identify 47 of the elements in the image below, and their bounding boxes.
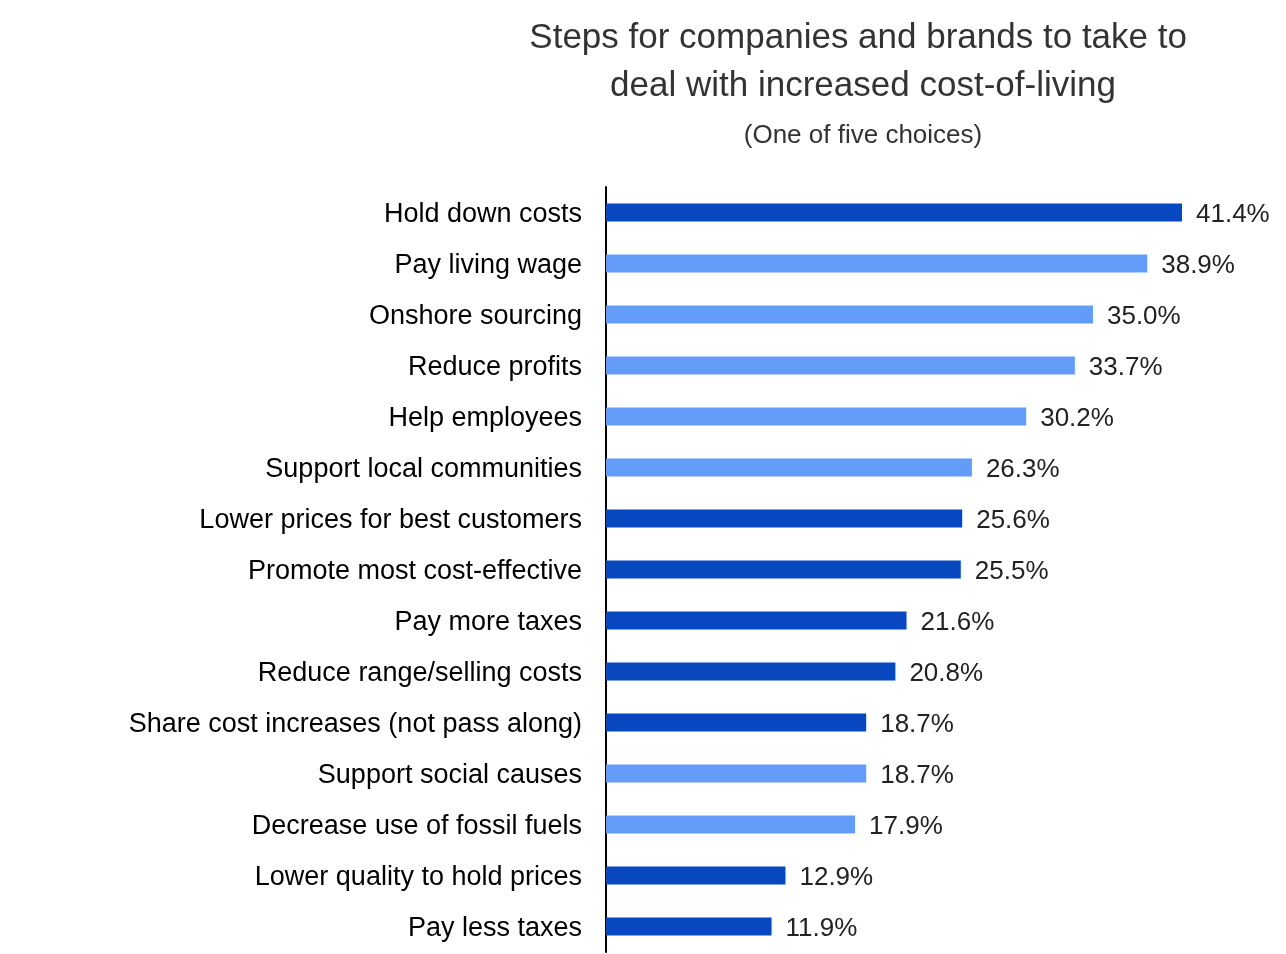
data-label: 26.3% <box>985 452 1060 483</box>
y-tick-label: Promote most cost-effective <box>247 554 582 585</box>
bar <box>606 458 972 477</box>
bar <box>606 254 1148 273</box>
y-tick-label: Reduce range/selling costs <box>257 656 582 687</box>
data-label: 25.5% <box>974 554 1049 585</box>
data-label: 30.2% <box>1040 401 1114 432</box>
y-tick-label: Reduce profits <box>407 350 582 381</box>
y-tick-label: Lower quality to hold prices <box>254 860 582 891</box>
data-label: 25.6% <box>976 503 1050 534</box>
y-tick-label: Help employees <box>388 401 582 432</box>
data-label: 41.4% <box>1196 197 1270 228</box>
data-label: 21.6% <box>920 605 995 636</box>
data-label: 38.9% <box>1161 248 1235 279</box>
bar <box>606 407 1027 426</box>
data-label: 12.9% <box>799 860 874 891</box>
bar <box>606 611 907 630</box>
bar <box>606 203 1182 222</box>
bar <box>606 356 1075 375</box>
y-tick-label: Pay living wage <box>394 248 582 279</box>
bar <box>606 917 772 936</box>
data-label: 33.7% <box>1088 350 1163 381</box>
y-tick-label: Onshore sourcing <box>368 299 582 330</box>
bar <box>606 560 961 579</box>
data-label: 35.0% <box>1106 299 1181 330</box>
y-tick-label: Pay less taxes <box>407 911 582 942</box>
bar <box>606 509 963 528</box>
y-tick-label: Hold down costs <box>383 197 582 228</box>
y-tick-label: Lower prices for best customers <box>199 503 582 534</box>
y-tick-label: Support local communities <box>265 452 582 483</box>
data-label: 17.9% <box>869 809 943 840</box>
bar <box>606 764 867 783</box>
y-tick-label: Support social causes <box>317 758 582 789</box>
bar <box>606 305 1093 324</box>
bar <box>606 815 856 834</box>
bar <box>606 866 786 885</box>
data-label: 18.7% <box>880 707 954 738</box>
y-tick-label: Pay more taxes <box>394 605 582 636</box>
bar <box>606 662 896 681</box>
chart-title: Steps for companies and brands to take to deal with increased cost-of-living <box>529 15 1197 103</box>
data-label: 20.8% <box>909 656 984 687</box>
data-label: 18.7% <box>880 758 954 789</box>
chart-subtitle: (One of five choices) <box>743 119 983 149</box>
bar <box>606 713 867 732</box>
data-label: 11.9% <box>785 911 858 942</box>
y-tick-label: Decrease use of fossil fuels <box>251 809 582 840</box>
y-tick-label: Share cost increases (not pass along) <box>128 707 582 738</box>
